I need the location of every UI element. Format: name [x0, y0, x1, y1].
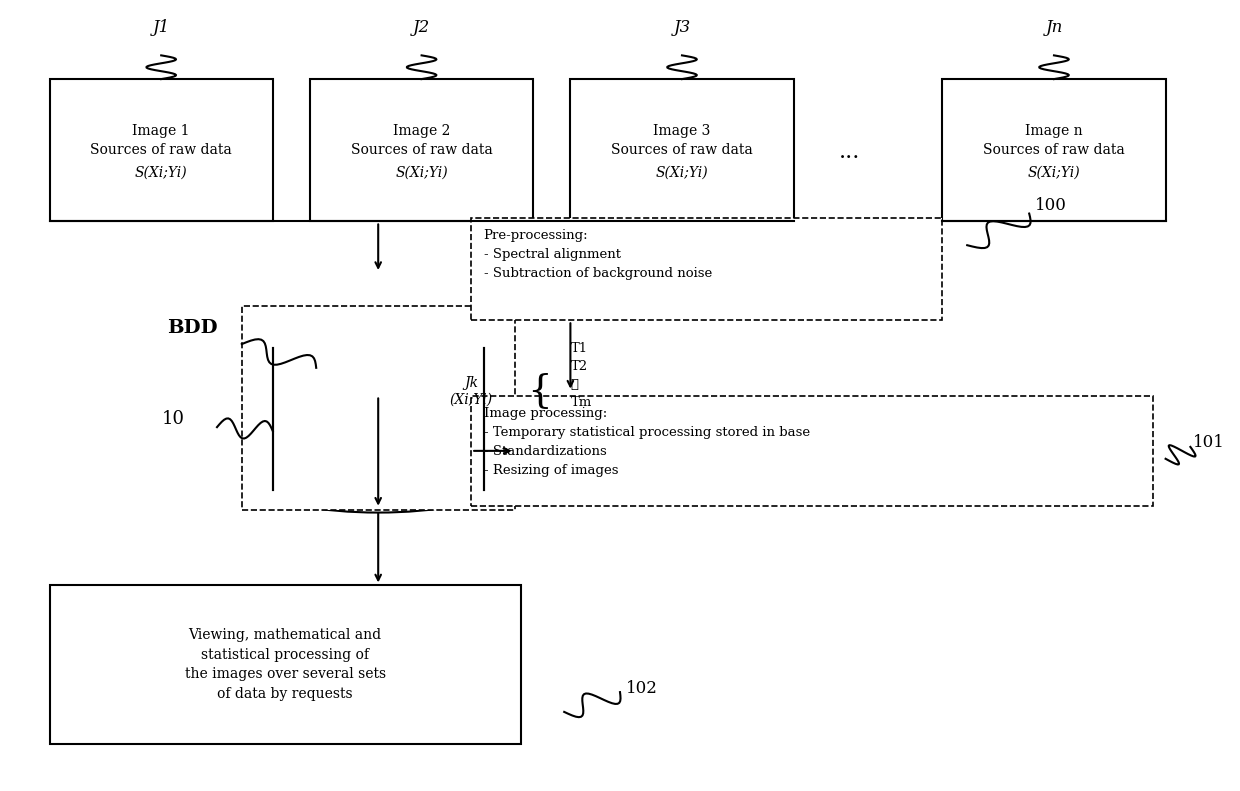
Text: J2: J2	[413, 19, 430, 36]
Text: Image 1: Image 1	[133, 123, 190, 138]
Text: S(Xi;Yi): S(Xi;Yi)	[396, 165, 448, 180]
Bar	[320, 439, 337, 453]
Ellipse shape	[273, 468, 484, 513]
Text: 101: 101	[1193, 434, 1225, 452]
Text: Sources of raw data: Sources of raw data	[351, 143, 492, 157]
Text: J1: J1	[153, 19, 170, 36]
Text: BDD: BDD	[167, 320, 217, 337]
FancyBboxPatch shape	[471, 218, 942, 320]
Text: J3: J3	[673, 19, 691, 36]
FancyBboxPatch shape	[942, 79, 1166, 221]
FancyBboxPatch shape	[471, 396, 1153, 506]
Polygon shape	[273, 468, 484, 490]
Bar	[379, 456, 397, 471]
Text: Image 2: Image 2	[393, 123, 450, 138]
Bar	[360, 439, 377, 453]
Bar	[379, 404, 397, 418]
Text: Jn: Jn	[1045, 19, 1063, 36]
Text: Viewing, mathematical and
statistical processing of
the images over several sets: Viewing, mathematical and statistical pr…	[185, 628, 386, 701]
Text: 102: 102	[626, 679, 658, 697]
Bar	[399, 422, 417, 436]
Bar	[419, 404, 436, 418]
FancyBboxPatch shape	[242, 306, 515, 510]
Text: Image processing:
- Temporary statistical processing stored in base
- Standardiz: Image processing: - Temporary statistica…	[484, 407, 810, 477]
Text: Sources of raw data: Sources of raw data	[983, 143, 1125, 157]
Bar	[419, 422, 436, 436]
Bar	[379, 422, 397, 436]
Text: Sources of raw data: Sources of raw data	[91, 143, 232, 157]
FancyBboxPatch shape	[310, 79, 533, 221]
Text: S(Xi;Yi): S(Xi;Yi)	[135, 165, 187, 180]
Text: S(Xi;Yi): S(Xi;Yi)	[1028, 165, 1080, 180]
Bar	[360, 456, 377, 471]
Bar	[399, 456, 417, 471]
Bar	[360, 404, 377, 418]
Text: T1
T2
⋮
Tm: T1 T2 ⋮ Tm	[570, 343, 591, 409]
Bar	[320, 404, 337, 418]
Bar	[340, 422, 357, 436]
Ellipse shape	[273, 326, 484, 370]
Text: Image 3: Image 3	[653, 123, 711, 138]
Bar	[340, 404, 357, 418]
Text: Jk
(Xi;Yi): Jk (Xi;Yi)	[450, 377, 492, 407]
Bar	[419, 456, 436, 471]
Text: ...: ...	[838, 141, 861, 163]
Bar	[399, 404, 417, 418]
Bar	[320, 422, 337, 436]
Bar	[340, 456, 357, 471]
FancyBboxPatch shape	[50, 79, 273, 221]
Bar	[379, 439, 397, 453]
Text: Sources of raw data: Sources of raw data	[611, 143, 753, 157]
FancyBboxPatch shape	[570, 79, 794, 221]
Bar	[419, 439, 436, 453]
Text: 100: 100	[1035, 197, 1068, 214]
Polygon shape	[273, 348, 484, 490]
Bar	[320, 456, 337, 471]
Text: S(Xi;Yi): S(Xi;Yi)	[656, 165, 708, 180]
Bar	[340, 439, 357, 453]
Text: {: {	[527, 373, 552, 410]
Text: 10: 10	[162, 411, 185, 428]
Bar	[360, 422, 377, 436]
Text: Image n: Image n	[1025, 123, 1083, 138]
Bar	[399, 439, 417, 453]
FancyBboxPatch shape	[50, 585, 521, 744]
Text: Pre-processing:
- Spectral alignment
- Subtraction of background noise: Pre-processing: - Spectral alignment - S…	[484, 229, 712, 280]
